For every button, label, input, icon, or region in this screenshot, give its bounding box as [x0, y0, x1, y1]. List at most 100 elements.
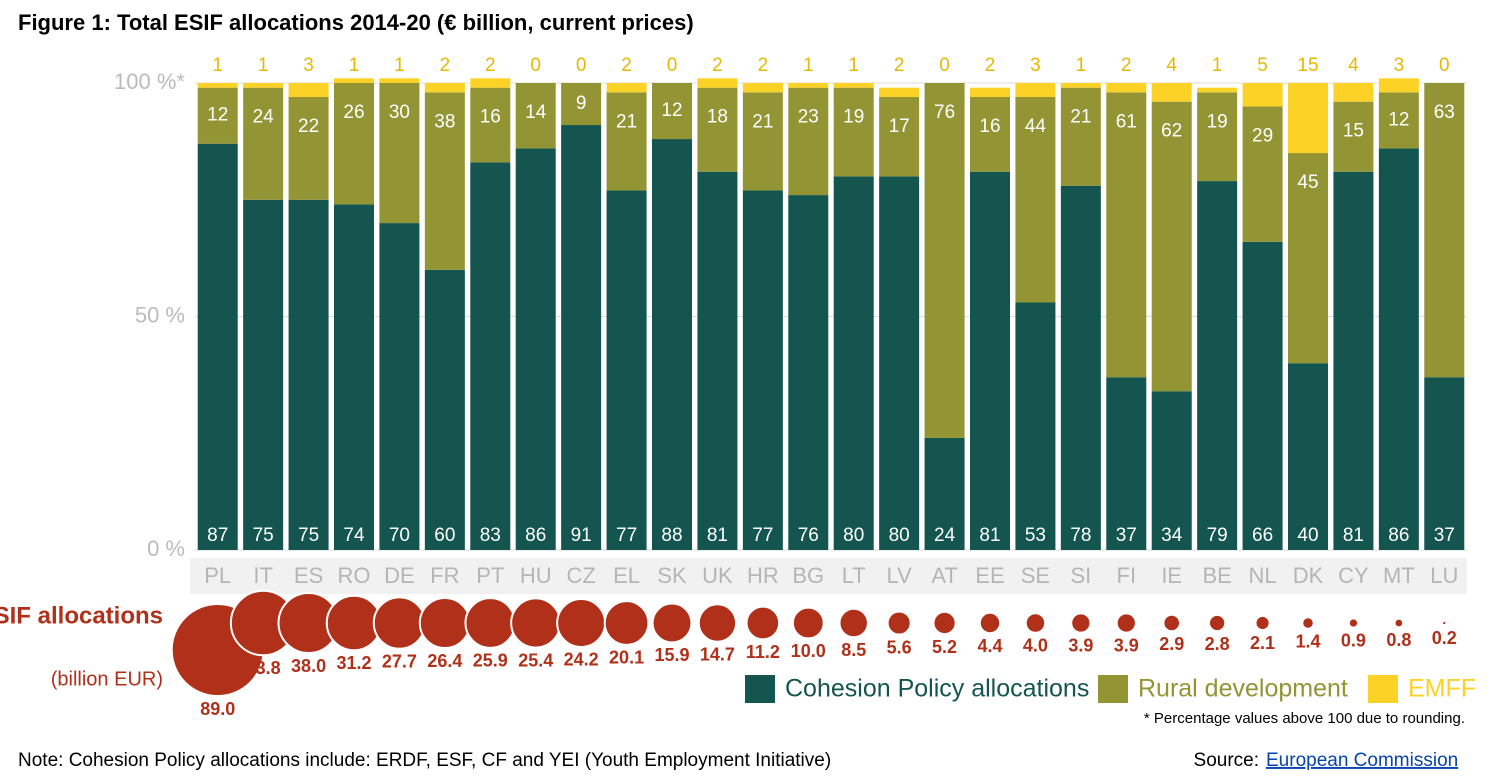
- data-label: 2: [1121, 55, 1132, 76]
- data-label: 86: [1388, 525, 1409, 546]
- bubble: [932, 610, 957, 636]
- bar-segment: [1197, 181, 1238, 550]
- bar-segment: [243, 199, 284, 550]
- bar-segment: [697, 78, 738, 88]
- bar-segment: [288, 199, 329, 550]
- bubble-subtitle: (billion EUR): [51, 668, 163, 690]
- data-label: 74: [343, 525, 365, 546]
- y-tick-label: 100 %*: [114, 69, 185, 94]
- x-tick-label: AT: [931, 563, 957, 588]
- bar-segment: [334, 83, 374, 205]
- data-label: 23: [798, 107, 819, 128]
- data-label: 1: [394, 55, 405, 76]
- data-label: 2: [985, 55, 996, 76]
- bar-segment: [697, 87, 738, 172]
- bar-segment: [243, 83, 284, 88]
- data-label: 1: [1076, 55, 1087, 76]
- bubble-label: 14.7: [700, 644, 735, 664]
- legend-label: EMFF: [1408, 675, 1476, 703]
- bubble: [1393, 617, 1405, 629]
- data-label: 83: [480, 525, 501, 546]
- bar-segment: [1197, 87, 1238, 93]
- bar-segment: [1106, 377, 1147, 550]
- bar-segment: [334, 78, 374, 83]
- bar-segment: [288, 83, 329, 98]
- x-tick-label: ES: [294, 563, 323, 588]
- bubble: [418, 596, 471, 650]
- data-label: 40: [1297, 525, 1318, 546]
- bar-segment: [424, 269, 465, 550]
- x-tick-label: BG: [792, 563, 824, 588]
- bar-segment: [879, 87, 920, 98]
- x-tick-label: LT: [842, 563, 866, 588]
- bar-segment: [197, 83, 238, 88]
- bar-segment: [879, 97, 920, 177]
- x-tick-label: PL: [204, 563, 231, 588]
- bar-segment: [1060, 83, 1101, 88]
- bar-segment: [970, 97, 1010, 172]
- bubble: [745, 605, 781, 641]
- data-label: 37: [1434, 525, 1455, 546]
- data-label: 80: [889, 525, 910, 546]
- data-label: 81: [1343, 525, 1364, 546]
- bar-segment: [924, 83, 965, 438]
- data-label: 2: [894, 55, 905, 76]
- bar-segment: [1060, 185, 1101, 551]
- bubble: [603, 600, 650, 646]
- bar-segment: [379, 78, 420, 83]
- data-label: 66: [1252, 525, 1273, 546]
- bar-segment: [379, 223, 420, 550]
- data-label: 1: [258, 55, 269, 76]
- data-label: 18: [707, 107, 728, 128]
- bubble-label: 0.2: [1432, 628, 1457, 648]
- bubble-label: 2.8: [1205, 634, 1230, 654]
- bubble: [1254, 614, 1271, 632]
- bubble-label: 1.4: [1295, 632, 1320, 652]
- chart-title: Figure 1: Total ESIF allocations 2014-20…: [18, 10, 694, 35]
- bubble: [464, 597, 517, 649]
- data-label: 76: [934, 102, 955, 123]
- data-label: 61: [1116, 111, 1137, 132]
- bubble-label: 20.1: [609, 648, 644, 668]
- bubble-label: 24.2: [564, 650, 599, 670]
- bubble-label: 5.6: [887, 637, 912, 657]
- bubble-title: Total ESIF allocations: [0, 602, 163, 629]
- data-label: 91: [571, 525, 592, 546]
- bar-segment: [197, 87, 238, 144]
- x-tick-label: HR: [747, 563, 779, 588]
- data-label: 79: [1207, 525, 1228, 546]
- bubble-label: 4.0: [1023, 636, 1048, 656]
- bar-segment: [1378, 148, 1419, 550]
- data-label: 0: [1439, 55, 1450, 76]
- bar-segment: [1151, 101, 1192, 392]
- source-link[interactable]: European Commission: [1266, 750, 1458, 771]
- legend-swatch: [1368, 675, 1398, 703]
- x-tick-label: SI: [1070, 563, 1091, 588]
- y-tick-label: 0 %: [147, 536, 185, 561]
- data-label: 21: [752, 111, 773, 132]
- bar-segment: [561, 125, 602, 550]
- bubble-label: 38.0: [291, 656, 326, 676]
- data-label: 62: [1161, 121, 1182, 142]
- data-label: 24: [934, 525, 956, 546]
- bubble-label: 2.9: [1159, 634, 1184, 654]
- x-tick-label: HU: [520, 563, 552, 588]
- data-label: 75: [253, 525, 274, 546]
- bar-segment: [561, 83, 602, 126]
- data-label: 0: [530, 55, 541, 76]
- data-label: 26: [343, 102, 364, 123]
- x-tick-label: DK: [1293, 563, 1324, 588]
- bar-segment: [652, 139, 692, 551]
- note: Note: Cohesion Policy allocations includ…: [18, 750, 831, 771]
- data-label: 19: [843, 107, 864, 128]
- bar-segment: [788, 87, 829, 196]
- data-label: 5: [1257, 55, 1268, 76]
- bar-segment: [1424, 83, 1465, 378]
- data-label: 16: [979, 116, 1000, 137]
- bar-segment: [1242, 106, 1283, 242]
- bubble-label: 15.9: [654, 645, 689, 665]
- x-tick-label: DE: [384, 563, 415, 588]
- bar-segment: [470, 162, 511, 550]
- bar-segment: [652, 83, 692, 140]
